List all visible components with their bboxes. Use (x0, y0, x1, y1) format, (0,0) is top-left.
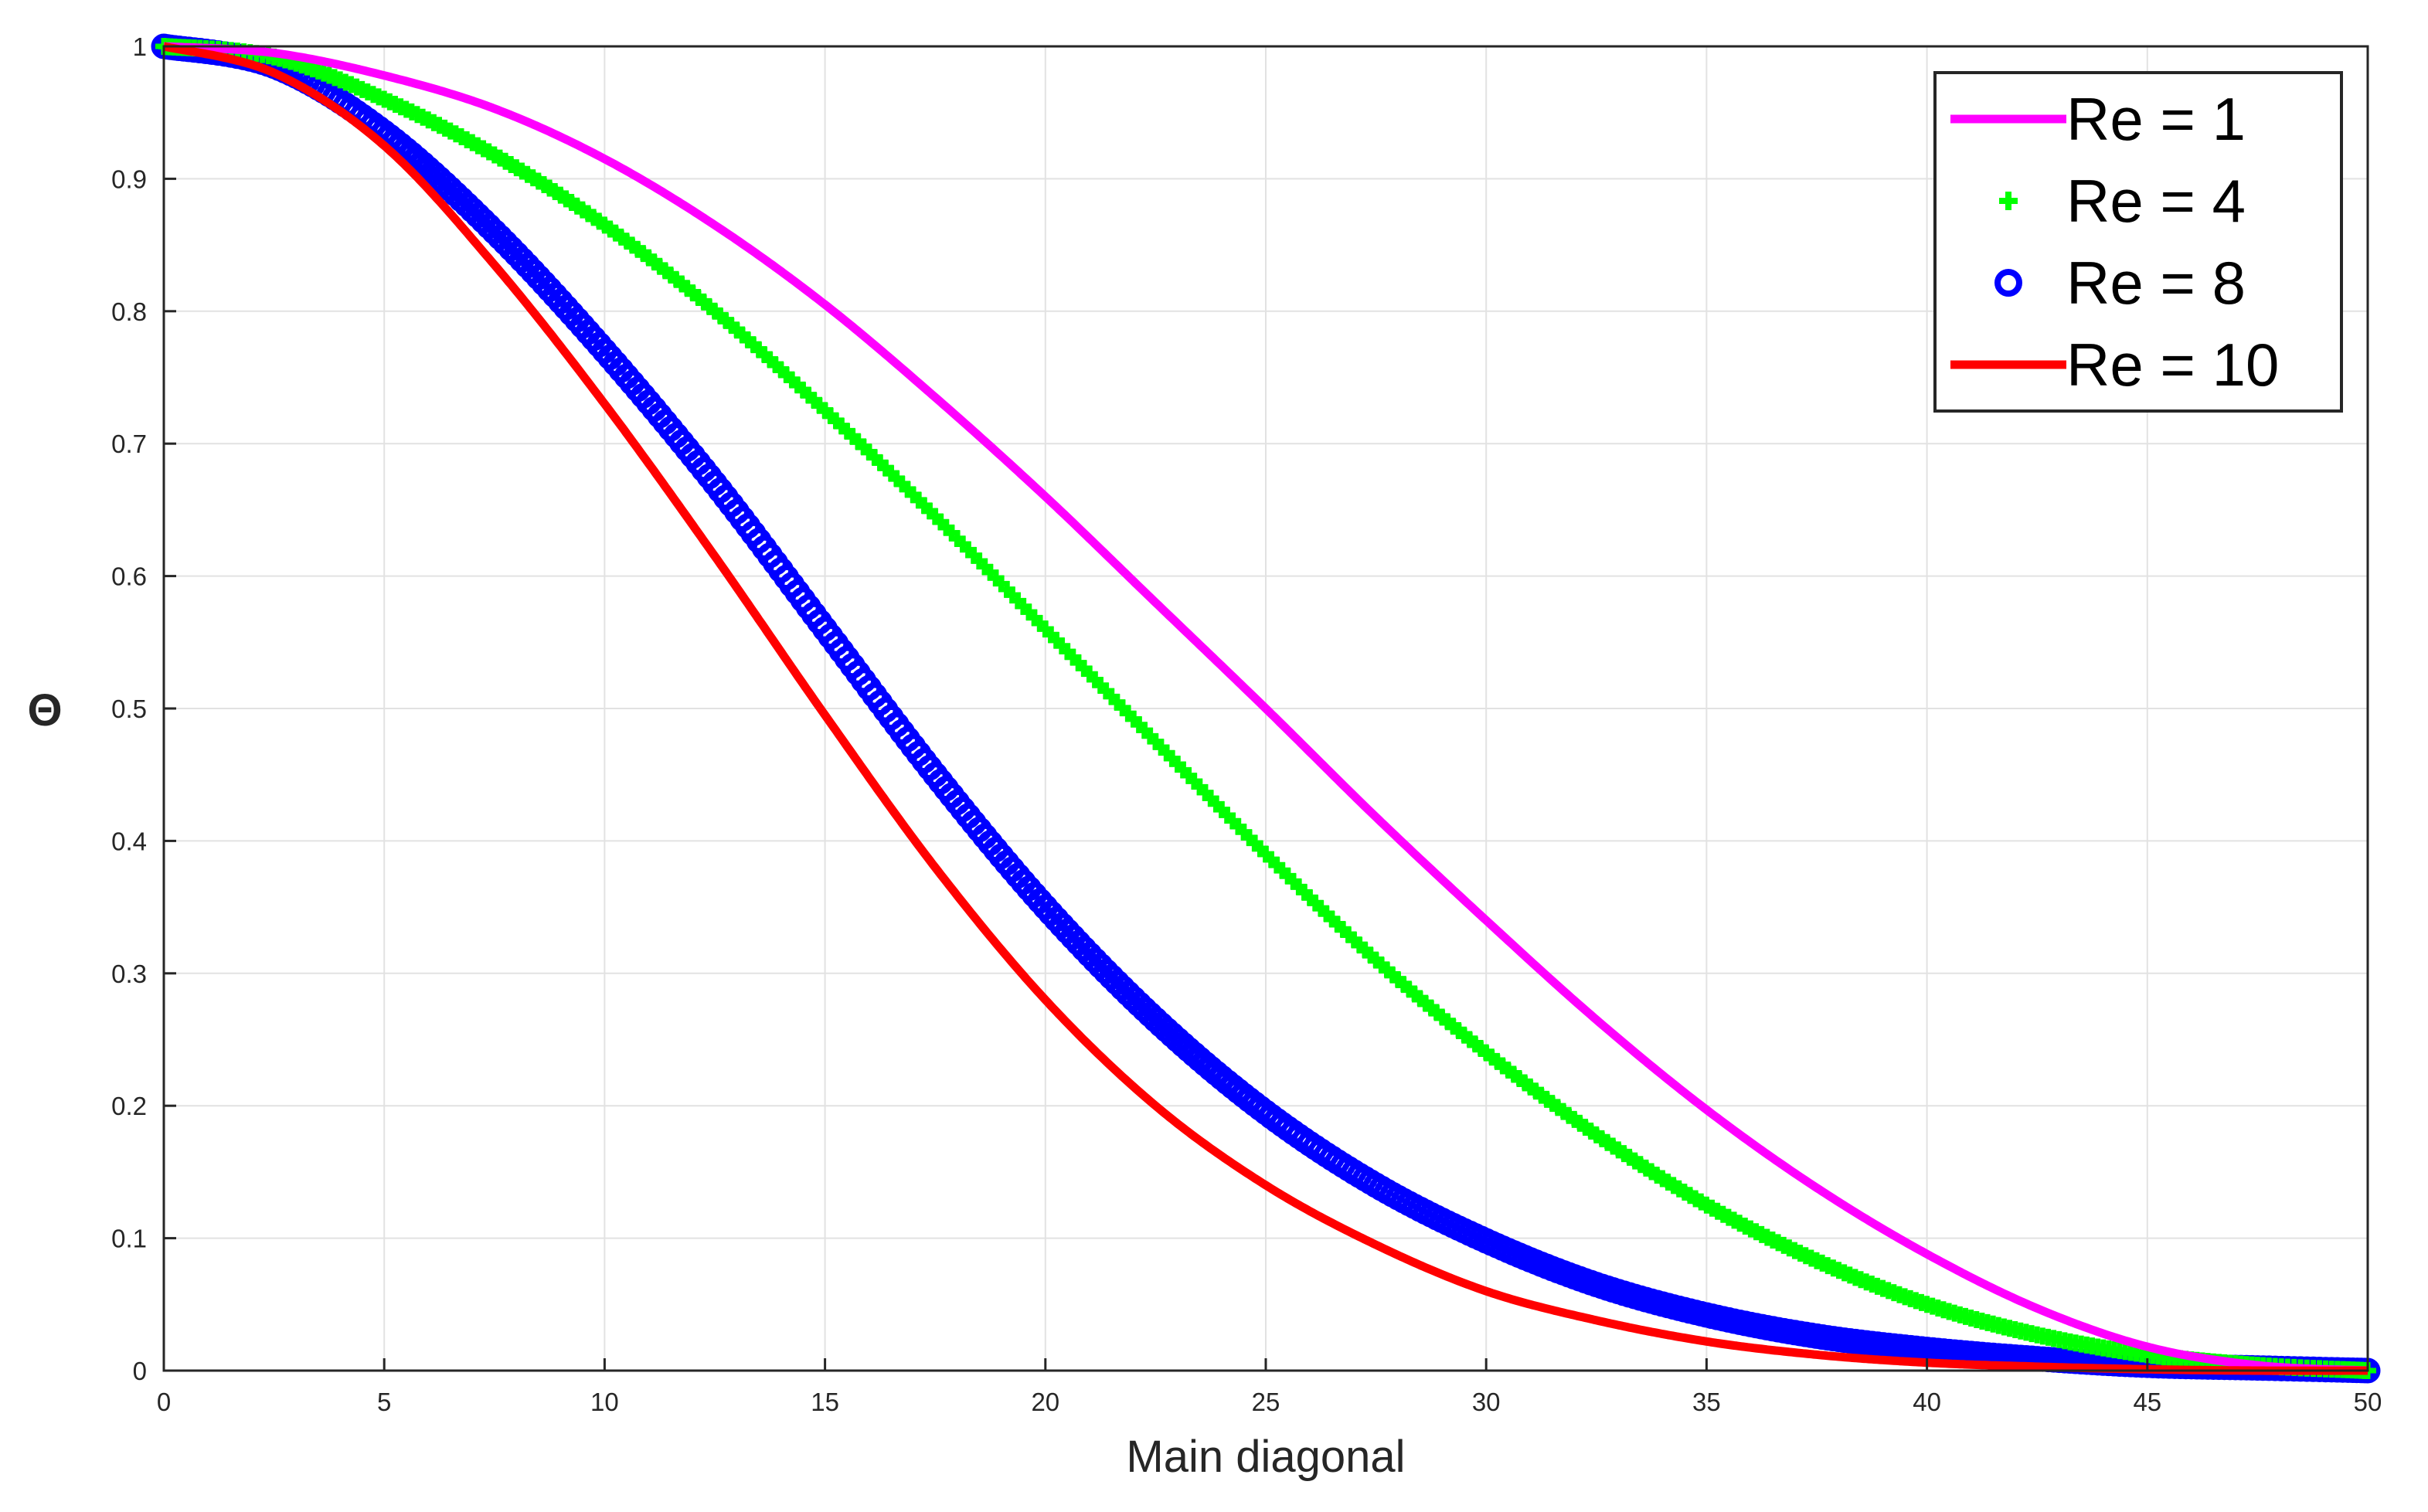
data-point (604, 158, 605, 160)
data-point (604, 403, 605, 405)
data-point (1926, 1253, 1928, 1255)
x-tick-label: 10 (590, 1388, 619, 1416)
legend-item-re-1: Re = 1 (1950, 85, 2246, 153)
data-point (2036, 1366, 2038, 1368)
data-point (1705, 1340, 1707, 1342)
data-point (2036, 1307, 2038, 1309)
x-tick-label: 0 (157, 1388, 171, 1416)
x-tick-label: 50 (2354, 1388, 2382, 1416)
x-tick-label: 40 (1913, 1388, 1941, 1416)
data-point (383, 145, 385, 147)
data-point (494, 108, 495, 110)
data-point (1376, 1244, 1377, 1245)
data-point (1816, 1354, 1818, 1355)
x-tick-label: 15 (811, 1388, 839, 1416)
legend-item-re-4: Re = 4 (1999, 167, 2246, 235)
data-point (383, 75, 385, 76)
y-tick-label: 0 (133, 1357, 147, 1385)
series-re-8 (151, 33, 2381, 1384)
data-point (274, 53, 275, 54)
x-tick-label: 25 (1252, 1388, 1280, 1416)
axis-ticks: 0 5 10 15 20 25 30 35 40 45 50 0 0.1 0.2 0.3 0.4 0.5 0.6 0… (111, 32, 2382, 1416)
data-point (2256, 1364, 2258, 1366)
legend: Re = 1 Re = 4 Re = 8 Re = 10 (1933, 71, 2343, 413)
data-point (714, 224, 716, 226)
data-point (1265, 708, 1267, 709)
data-point (1705, 1109, 1707, 1110)
legend-item-re-8: Re = 8 (1994, 249, 2246, 317)
x-axis-label: Main diagonal (1126, 1432, 1405, 1482)
x-tick-label: 35 (1692, 1388, 1721, 1416)
y-tick-label: 0.4 (111, 827, 147, 855)
data-point (2147, 1346, 2148, 1347)
legend-label: Re = 10 (2066, 331, 2279, 399)
data-point (825, 304, 826, 305)
x-tick-label: 30 (1472, 1388, 1501, 1416)
legend-item-re-10: Re = 10 (1950, 331, 2279, 399)
series-line-re-1 (161, 42, 2371, 1375)
legend-swatch (1999, 192, 2018, 210)
legend-label: Re = 4 (2066, 167, 2246, 235)
data-point (1596, 1019, 1597, 1021)
data-point (1045, 496, 1046, 498)
data-point (825, 715, 826, 716)
y-tick-label: 0.8 (111, 297, 147, 326)
y-tick-label: 0.9 (111, 165, 147, 193)
y-axis-label: Θ (27, 685, 62, 736)
y-tick-label: 0.1 (111, 1225, 147, 1253)
data-point (934, 396, 936, 398)
data-point (1376, 817, 1377, 818)
y-tick-label: 0.3 (111, 960, 147, 988)
legend-swatch (1994, 269, 2022, 297)
legend-label: Re = 1 (2066, 85, 2246, 153)
data-point (1154, 1105, 1156, 1106)
legend-label: Re = 8 (2066, 249, 2246, 317)
series-re-10 (161, 42, 2371, 1375)
data-point (1485, 919, 1487, 921)
x-tick-label: 45 (2133, 1388, 2161, 1416)
data-point (1154, 602, 1156, 603)
y-tick-label: 1 (133, 32, 147, 61)
series-re-1 (161, 42, 2371, 1375)
data-point (274, 72, 275, 73)
y-tick-label: 0.7 (111, 430, 147, 458)
legend-box (1933, 71, 2343, 413)
data-point (1816, 1187, 1818, 1188)
data-point (714, 556, 716, 557)
data-point (1485, 1290, 1487, 1292)
data-point (934, 867, 936, 868)
y-tick-label: 0.2 (111, 1092, 147, 1120)
series-line-re-10 (161, 42, 2371, 1375)
y-tick-label: 0.5 (111, 695, 147, 723)
data-point (1045, 999, 1046, 1001)
y-tick-label: 0.6 (111, 562, 147, 591)
data-point (1265, 1184, 1267, 1186)
data-point (494, 264, 495, 266)
x-tick-label: 20 (1031, 1388, 1059, 1416)
x-tick-label: 5 (377, 1388, 391, 1416)
data-point (1596, 1320, 1597, 1321)
